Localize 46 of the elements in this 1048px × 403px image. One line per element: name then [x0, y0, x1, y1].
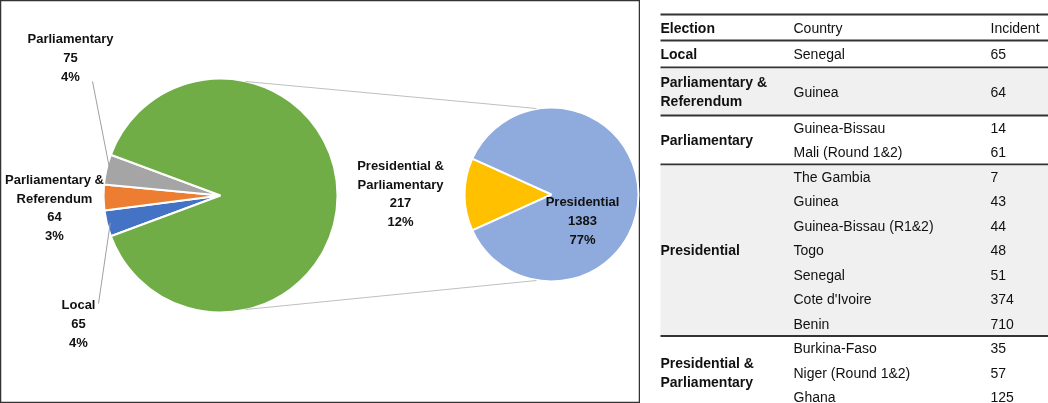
- slice-label: Presidential: [660, 242, 740, 259]
- text: 48: [990, 242, 1007, 259]
- text: Burkina-Faso: [793, 340, 877, 357]
- text: 43: [990, 193, 1007, 210]
- text: 710: [990, 315, 1014, 332]
- text: 44: [990, 217, 1007, 234]
- category-label: Country: [793, 19, 843, 36]
- category-label: Incident: [990, 19, 1040, 36]
- text: Cote d'Ivoire: [793, 291, 872, 308]
- text: Senegal: [793, 46, 845, 62]
- text: Parliamentary & Referendum: [660, 73, 768, 110]
- text: Niger (Round 1&2): [793, 364, 911, 381]
- text: Local: [660, 46, 698, 62]
- text: 65: [990, 46, 1007, 62]
- text: 125: [990, 389, 1014, 403]
- slice-label: Parliamentary & Referendum: [5, 171, 104, 206]
- text: The Gambia: [793, 168, 871, 185]
- slice-label: Local: [61, 297, 96, 313]
- category-label: Election: [660, 19, 715, 36]
- text: Benin: [793, 315, 830, 332]
- text: Guinea: [793, 193, 839, 210]
- data-label: 65 4%: [69, 316, 89, 350]
- text: 374: [990, 291, 1014, 308]
- text: 64: [990, 83, 1007, 100]
- text: Guinea-Bissau: [793, 119, 886, 136]
- text: 14: [990, 119, 1007, 136]
- data-label: 217 12%: [387, 195, 414, 230]
- text: Mali (Round 1&2): [793, 144, 903, 161]
- text: Guinea-Bissau (R1&2): [793, 217, 934, 234]
- text: Guinea: [793, 83, 839, 100]
- slice-label: Presidential & Parliamentary: [357, 157, 445, 192]
- text: Ghana: [793, 389, 836, 403]
- slice-label: Presidential: [545, 194, 620, 210]
- data-label: 1383 77%: [568, 213, 597, 247]
- data-label: 64 3%: [45, 209, 65, 244]
- text: 57: [990, 364, 1007, 381]
- text: 51: [990, 266, 1007, 283]
- text: Parliamentary: [660, 132, 754, 148]
- text: 7: [990, 168, 999, 185]
- text: Togo: [793, 242, 824, 259]
- text: Presidential & Parliamentary: [660, 355, 754, 391]
- data-label: 75 4%: [61, 50, 81, 84]
- slice-label: Parliamentary: [27, 31, 115, 47]
- text: Senegal: [793, 266, 845, 283]
- text: 35: [990, 340, 1007, 357]
- text: 61: [990, 144, 1007, 161]
